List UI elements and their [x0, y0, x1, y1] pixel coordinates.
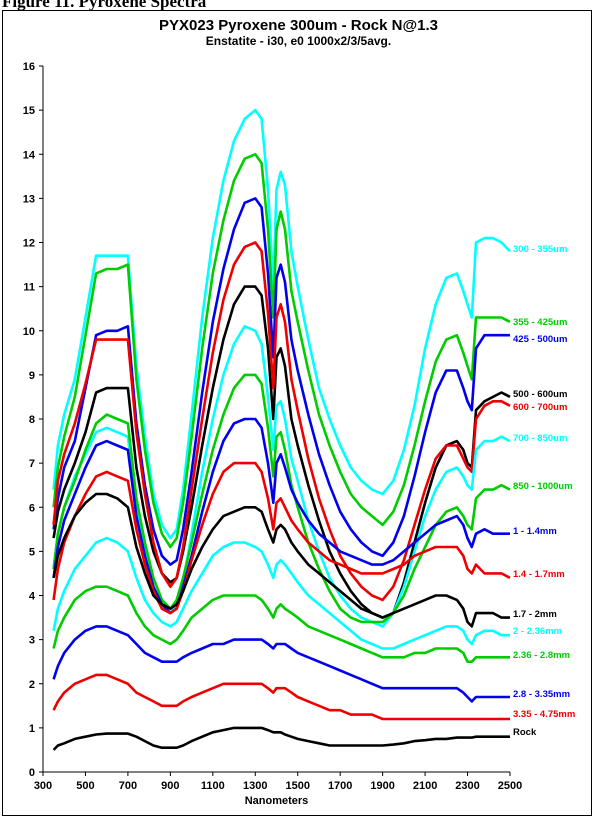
figure-caption-text: Figure 11. Pyroxene Spectra — [2, 0, 207, 11]
x-tick-label: 2100 — [413, 780, 437, 792]
series-lines — [52, 108, 511, 751]
series-label: 355 - 425um — [513, 317, 567, 328]
series-line — [52, 197, 510, 566]
y-tick-label: 9 — [29, 370, 35, 382]
y-tick-label: 16 — [23, 61, 35, 73]
x-tick-label: 1900 — [370, 780, 394, 792]
x-tick-label: 1100 — [201, 780, 225, 792]
series-label: 1.7 - 2mm — [513, 609, 557, 620]
series-label: 2.36 - 2.8mm — [513, 650, 570, 661]
series-line — [52, 373, 511, 624]
series-line — [52, 461, 511, 615]
x-tick-label: 1700 — [328, 780, 352, 792]
x-tick-label: 1300 — [243, 780, 267, 792]
y-tick-label: 10 — [23, 326, 35, 338]
y-tick-label: 11 — [23, 282, 35, 294]
y-tick-label: 6 — [29, 502, 35, 514]
series-label: 850 - 1000um — [513, 481, 573, 492]
x-axis-title: Nanometers — [245, 795, 309, 807]
figure-caption: Figure 11. Pyroxene Spectra — [0, 0, 597, 13]
series-line — [52, 417, 510, 615]
y-tick-label: 14 — [23, 149, 36, 161]
series-line — [52, 536, 510, 650]
series-label: 2.8 - 3.35mm — [513, 689, 570, 700]
y-tick-label: 15 — [23, 105, 35, 117]
series-label: 1.4 - 1.7mm — [513, 569, 565, 580]
series-label: Rock — [513, 727, 537, 738]
y-tick-label: 5 — [29, 546, 35, 558]
x-tick-label: 500 — [76, 780, 94, 792]
series-label: 600 - 700um — [513, 402, 567, 413]
y-tick-label: 1 — [29, 723, 35, 735]
series-label: 425 - 500um — [513, 334, 567, 345]
series-labels: 300 - 355um 355 - 425um 425 - 500um 500 - 6… — [513, 244, 575, 738]
y-tick-label: 12 — [23, 238, 35, 250]
series-label: 3.35 - 4.75mm — [513, 709, 575, 720]
series-line — [52, 726, 510, 751]
series-line — [52, 492, 510, 628]
chart-subtitle: Enstatite - i30, e0 1000x2/3/5avg. — [205, 34, 392, 48]
x-tick-label: 700 — [119, 780, 137, 792]
x-tick-label: 1500 — [285, 780, 309, 792]
series-label: 2 - 2.36mm — [513, 626, 562, 637]
x-tick-label: 900 — [161, 780, 179, 792]
y-tick-label: 13 — [23, 193, 35, 205]
series-line — [52, 673, 510, 721]
series-label: 300 - 355um — [513, 244, 567, 255]
series-line — [52, 625, 510, 703]
series-label: 500 - 600um — [513, 389, 567, 400]
series-line — [52, 108, 511, 540]
series-line — [52, 585, 510, 664]
y-tick-label: 2 — [29, 679, 35, 691]
x-tick-label: 2300 — [455, 780, 479, 792]
series-line — [52, 153, 511, 549]
x-tick-label: 2500 — [498, 780, 522, 792]
y-tick-label: 4 — [29, 591, 36, 603]
series-line — [52, 241, 511, 602]
x-tick-label: 300 — [34, 780, 52, 792]
series-label: 1 - 1.4mm — [513, 526, 557, 537]
series-label: 700 - 850um — [513, 433, 567, 444]
y-tick-label: 7 — [29, 458, 35, 470]
series-line — [52, 324, 511, 628]
chart-title: PYX023 Pyroxene 300um - Rock N@1.3 — [159, 17, 438, 34]
y-tick-label: 3 — [29, 635, 35, 647]
y-tick-label: 8 — [29, 414, 35, 426]
y-tick-label: 0 — [29, 767, 35, 779]
